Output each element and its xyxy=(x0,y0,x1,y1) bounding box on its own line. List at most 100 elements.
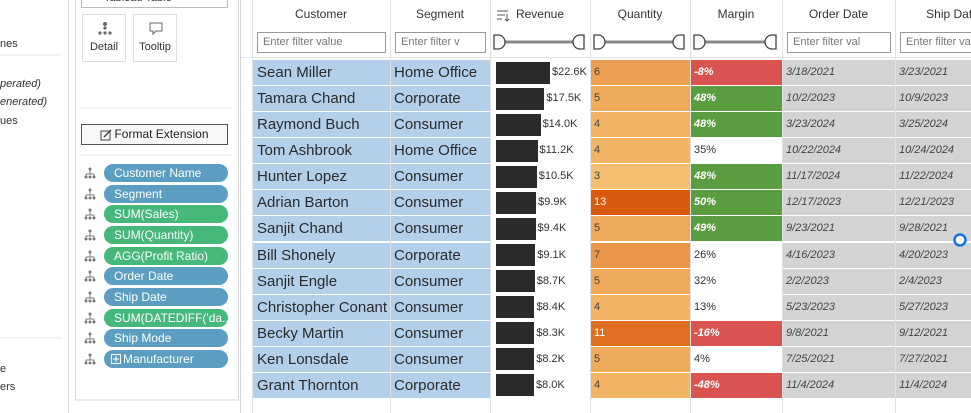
quantity-cell[interactable]: 7 xyxy=(590,242,690,268)
margin-cell[interactable]: 48% xyxy=(690,86,782,112)
margin-cell[interactable]: -48% xyxy=(690,372,782,398)
segment-cell[interactable]: Consumer xyxy=(390,346,490,372)
quantity-cell[interactable]: 4 xyxy=(590,112,690,138)
segment-cell[interactable]: Consumer xyxy=(390,112,490,138)
customer-cell[interactable]: Raymond Buch xyxy=(252,112,390,138)
ship-date-cell[interactable]: 3/25/2024 xyxy=(895,112,971,138)
ship-date-cell[interactable]: 4/20/2023 xyxy=(895,242,971,268)
order-date-cell[interactable]: 7/25/2021 xyxy=(782,346,895,372)
margin-cell[interactable]: 49% xyxy=(690,216,782,242)
quantity-cell[interactable]: 11 xyxy=(590,320,690,346)
resize-handle[interactable] xyxy=(952,232,968,248)
quantity-cell[interactable]: 4 xyxy=(590,294,690,320)
ship-date-cell[interactable]: 3/23/2021 xyxy=(895,60,971,85)
customer-cell[interactable]: Sean Miller xyxy=(252,60,390,85)
segment-cell[interactable]: Corporate xyxy=(390,372,490,398)
margin-cell[interactable]: -8% xyxy=(690,60,782,85)
order-date-cell[interactable]: 3/23/2024 xyxy=(782,112,895,138)
quantity-cell[interactable]: 13 xyxy=(590,190,690,216)
ship-date-cell[interactable]: 10/24/2024 xyxy=(895,138,971,164)
field-pill[interactable]: Ship Date xyxy=(104,287,228,306)
customer-cell[interactable]: Tom Ashbrook xyxy=(252,138,390,164)
customer-cell[interactable]: Hunter Lopez xyxy=(252,164,390,190)
ship-date-cell[interactable]: 7/27/2021 xyxy=(895,346,971,372)
order-date-cell[interactable]: 12/17/2023 xyxy=(782,190,895,216)
ship-date-cell[interactable]: 10/9/2023 xyxy=(895,86,971,112)
margin-cell[interactable]: 26% xyxy=(690,242,782,268)
order-date-cell[interactable]: 2/2/2023 xyxy=(782,268,895,294)
format-extension-button[interactable]: Format Extension xyxy=(81,124,228,145)
range-slider[interactable] xyxy=(593,33,685,51)
margin-cell[interactable]: 50% xyxy=(690,190,782,216)
ship-date-cell[interactable]: 12/21/2023 xyxy=(895,190,971,216)
order-date-cell[interactable]: 4/16/2023 xyxy=(782,242,895,268)
quantity-cell[interactable]: 6 xyxy=(590,60,690,85)
customer-cell[interactable]: Adrian Barton xyxy=(252,190,390,216)
field-pill[interactable]: Ship Mode xyxy=(104,329,228,348)
order-date-cell[interactable]: 3/18/2021 xyxy=(782,60,895,85)
segment-cell[interactable]: Corporate xyxy=(390,86,490,112)
revenue-label: $8.2K xyxy=(536,352,565,365)
ship-date-cell[interactable]: 11/22/2024 xyxy=(895,164,971,190)
field-pill[interactable]: Order Date xyxy=(104,267,228,286)
quantity-cell[interactable]: 5 xyxy=(590,268,690,294)
customer-cell[interactable]: Sanjit Chand xyxy=(252,216,390,242)
customer-cell[interactable]: Bill Shonely xyxy=(252,242,390,268)
margin-cell[interactable]: 4% xyxy=(690,346,782,372)
order-date-cell[interactable]: 10/22/2024 xyxy=(782,138,895,164)
quantity-cell[interactable]: 5 xyxy=(590,346,690,372)
segment-cell[interactable]: Consumer xyxy=(390,268,490,294)
segment-cell[interactable]: Consumer xyxy=(390,164,490,190)
order-date-cell[interactable]: 9/23/2021 xyxy=(782,216,895,242)
customer-cell[interactable]: Ken Lonsdale xyxy=(252,346,390,372)
margin-cell[interactable]: 48% xyxy=(690,164,782,190)
margin-cell[interactable]: 32% xyxy=(690,268,782,294)
field-pill[interactable]: AGG(Profit Ratio) xyxy=(104,246,228,265)
customer-cell[interactable]: Tamara Chand xyxy=(252,86,390,112)
mark-button[interactable]: Tooltip xyxy=(133,14,177,62)
segment-cell[interactable]: Corporate xyxy=(390,242,490,268)
field-pill[interactable]: SUM(Quantity) xyxy=(104,225,228,244)
customer-cell[interactable]: Sanjit Engle xyxy=(252,268,390,294)
field-pill[interactable]: SUM(Sales) xyxy=(104,205,228,224)
margin-cell[interactable]: 13% xyxy=(690,294,782,320)
order-date-cell[interactable]: 11/4/2024 xyxy=(782,372,895,398)
field-pill[interactable]: Customer Name xyxy=(104,164,228,182)
mark-button[interactable]: Detail xyxy=(82,14,126,62)
quantity-cell[interactable]: 5 xyxy=(590,86,690,112)
order-date-cell[interactable]: 5/23/2023 xyxy=(782,294,895,320)
quantity-cell[interactable]: 4 xyxy=(590,372,690,398)
order-date-cell[interactable]: 9/8/2021 xyxy=(782,320,895,346)
quantity-cell[interactable]: 4 xyxy=(590,138,690,164)
margin-cell[interactable]: 48% xyxy=(690,112,782,138)
customer-cell[interactable]: Grant Thornton xyxy=(252,372,390,398)
order-date-cell[interactable]: 10/2/2023 xyxy=(782,86,895,112)
quantity-cell[interactable]: 5 xyxy=(590,216,690,242)
margin-cell[interactable]: 35% xyxy=(690,138,782,164)
ship-date-cell[interactable]: 5/27/2023 xyxy=(895,294,971,320)
range-slider[interactable] xyxy=(493,33,585,51)
filter-input[interactable]: Enter filter val xyxy=(787,32,891,53)
order-date-cell[interactable]: 11/17/2024 xyxy=(782,164,895,190)
margin-cell[interactable]: -16% xyxy=(690,320,782,346)
range-slider[interactable] xyxy=(693,33,777,51)
segment-cell[interactable]: Consumer xyxy=(390,216,490,242)
segment-cell[interactable]: Consumer xyxy=(390,190,490,216)
segment-cell[interactable]: Consumer xyxy=(390,320,490,346)
ship-date-cell[interactable]: 11/4/2024 xyxy=(895,372,971,398)
customer-cell[interactable]: Becky Martin xyxy=(252,320,390,346)
segment-cell[interactable]: Home Office xyxy=(390,60,490,85)
customer-cell[interactable]: Christopher Conant xyxy=(252,294,390,320)
segment-cell[interactable]: Consumer xyxy=(390,294,490,320)
mark-type-dropdown[interactable]: Tableau Table xyxy=(81,0,228,8)
filter-input[interactable]: Enter filter value xyxy=(257,32,386,53)
filter-input[interactable]: Enter filter va xyxy=(900,32,971,53)
ship-date-cell[interactable]: 9/12/2021 xyxy=(895,320,971,346)
ship-date-cell[interactable]: 2/4/2023 xyxy=(895,268,971,294)
quantity-cell[interactable]: 3 xyxy=(590,164,690,190)
field-pill[interactable]: Manufacturer xyxy=(104,349,228,368)
field-pill[interactable]: SUM(DATEDIFF('da... xyxy=(104,308,228,327)
segment-cell[interactable]: Home Office xyxy=(390,138,490,164)
filter-input[interactable]: Enter filter v xyxy=(395,32,486,53)
field-pill[interactable]: Segment xyxy=(104,184,228,203)
